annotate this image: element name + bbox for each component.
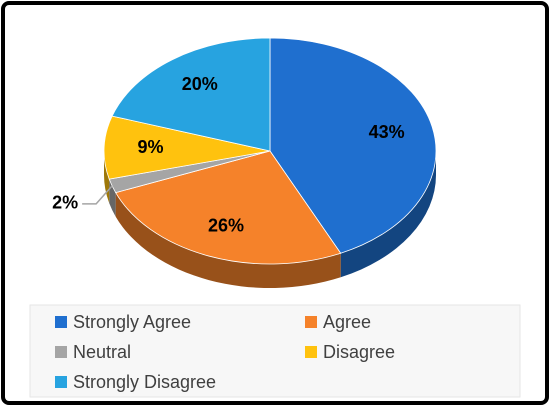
- legend-label: Strongly Disagree: [73, 372, 216, 392]
- data-label: 43%: [369, 122, 405, 142]
- data-label: 20%: [182, 74, 218, 94]
- legend-label: Agree: [323, 312, 371, 332]
- legend-box: [29, 304, 521, 398]
- legend-label: Neutral: [73, 342, 131, 362]
- legend-label: Disagree: [323, 342, 395, 362]
- slice-side: [115, 192, 341, 288]
- legend-swatch: [55, 376, 67, 388]
- legend-swatch: [55, 346, 67, 358]
- pie: 43% 26% 2% 9% 20%: [52, 37, 437, 288]
- slice: [269, 37, 437, 254]
- legend-swatch: [55, 316, 67, 328]
- legend: Strongly Agree Agree Neutral Disagree Strong…: [55, 312, 395, 392]
- slice: [103, 115, 271, 180]
- legend-label: Strongly Agree: [73, 312, 191, 332]
- data-label: 2%: [52, 193, 78, 213]
- data-label: 26%: [208, 215, 244, 235]
- legend-swatch: [305, 346, 317, 358]
- slice-side: [340, 151, 436, 278]
- leader-line: [82, 185, 113, 205]
- legend-swatch: [305, 316, 317, 328]
- data-label: 9%: [138, 137, 164, 157]
- slice: [111, 37, 271, 152]
- slice: [115, 150, 342, 265]
